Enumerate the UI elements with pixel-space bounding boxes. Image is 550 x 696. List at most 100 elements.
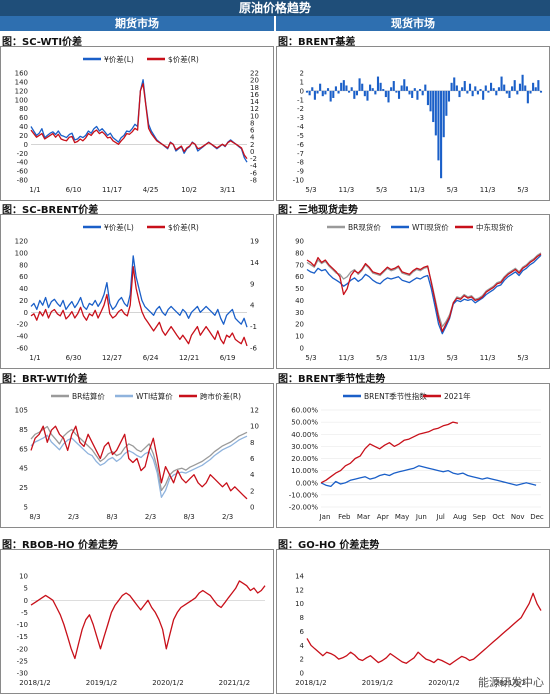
y-tick-label: -2 [297,105,304,113]
data-bar [371,88,374,91]
y-tick-label: 65 [19,445,28,453]
data-bar [408,90,411,95]
y2-tick-label: 19 [250,238,259,246]
legend-label: BRENT季节性指数 [364,391,427,401]
x-tick-label: 2020/1/2 [152,679,183,687]
data-bar [524,85,527,91]
series-line [30,79,248,163]
data-bar [497,87,500,91]
y-tick-label: 30 [295,309,304,317]
legend-label: $价差(R) [168,222,199,232]
y-tick-label: 70 [295,261,304,269]
y-tick-label: -25 [17,657,28,665]
y2-tick-label: 12 [250,105,259,113]
data-bar [403,79,406,91]
chart-svg: 210-1-2-3-4-5-6-7-8-9-105/3 11/3 5/3 11/3 5/… [293,70,543,194]
data-bar [426,90,429,106]
data-bar [429,90,432,112]
chart-frame: BR结算价 WTI结算价 跨市价差(R) 105 85 65 45 25 5 12 10 8 6 4 2 0 8… [0,383,274,528]
data-bar [447,90,451,102]
series-line [30,266,248,347]
series-line [320,421,459,484]
x-tick-label: 2021/1/2 [219,679,250,687]
y-tick-label: 10 [295,600,304,608]
chart-panel-sc-wti: 图：SC-WTI价差 ¥价差(L) $价差(R) 160 140 120 100 80 60 4… [0,33,274,201]
y-tick-label: 5 [24,585,28,593]
y2-tick-label: -8 [250,177,257,185]
series-line [306,252,542,328]
y-tick-label: 1 [300,78,304,86]
y-tick-label: 105 [15,407,28,415]
data-bar [432,90,435,123]
data-bar [387,90,390,103]
data-bar [476,90,479,95]
chart-frame: 14 12 10 8 6 4 2 0 2018/1/2 2019/1/2 2020/1/2 2021/… [276,549,550,694]
data-bar [384,90,387,98]
data-bar [482,90,485,100]
data-bar [308,90,311,96]
y2-tick-label: 6 [250,455,255,463]
chart-panel-brt-wti: 图：BRT-WTI价差 BR结算价 WTI结算价 跨市价差(R) 105 85 65 45 2… [0,370,274,528]
series-line [30,580,266,660]
series-line [30,434,248,498]
x-tick-label: 12/21 [179,354,199,362]
data-bar [363,90,366,97]
y-tick-label: 0.00% [296,479,319,487]
data-bar [539,90,543,93]
y-tick-label: -80 [17,177,28,185]
x-tick-label: 5/3 [305,354,316,362]
data-bar [442,90,445,138]
x-tick-label: 10/2 [181,186,197,194]
data-bar [392,81,395,91]
y-tick-label: 60.00% [291,407,318,415]
data-bar [445,90,448,116]
x-tick-label: Apr [377,513,389,521]
chart-panel-three-spot: 图：三地现货走势 BR现货价 WTI现货价 中东现货价 90 80 70 60 50 40 30 2… [276,201,550,369]
y-tick-label: 10 [19,573,28,581]
data-bar [513,80,516,91]
data-bar [332,90,335,98]
chart-panel-brent-basis: 图：BRENT基差 2 1 0 -1 -2 -3 -4 -5 -6 -7 -8 -9 -10 5/3 11/… [276,33,550,201]
data-bar [313,90,316,100]
y2-tick-label: 6 [250,127,255,135]
y-tick-label: 40.00% [291,431,318,439]
y2-tick-label: -6 [250,345,258,353]
data-bar [321,90,324,97]
legend-label: ¥价差(L) [104,54,134,64]
data-bar [337,90,340,94]
y-tick-label: 140 [15,78,28,86]
y-tick-label: 60 [19,273,28,281]
x-tick-label: Jun [415,513,427,521]
chart-svg: BR结算价 WTI结算价 跨市价差(R) 105 85 65 45 25 5 12 10 8 6 4 2 0 8… [15,391,259,521]
y-tick-label: -30 [17,670,28,678]
x-tick-label: 2/3 [68,513,79,521]
x-tick-label: 8/3 [29,513,40,521]
chart-panel-rbob-ho: 图：RBOB-HO 价差走势 10 5 0 -5 -10 -15 -20 -25 -30 2018… [0,536,274,694]
x-tick-label: 11/3 [409,354,425,362]
x-tick-label: 2/3 [145,513,156,521]
x-tick-label: 11/3 [338,354,354,362]
y2-tick-label: 10 [250,423,259,431]
series-line [306,254,542,335]
x-tick-label: 12/27 [102,354,122,362]
y-tick-label: 85 [19,426,28,434]
data-bar [455,85,458,91]
y-tick-label: -40 [17,159,28,167]
chart-title: 图：GO-HO 价差走势 [278,540,380,551]
y-tick-label: 45 [19,465,28,473]
y-tick-label: -5 [297,132,304,140]
y2-tick-label: 12 [250,407,259,415]
x-tick-label: 2019/1/2 [86,679,117,687]
y2-tick-label: 4 [250,302,255,310]
y-tick-label: 50 [295,285,304,293]
data-bar [440,90,443,179]
x-tick-label: 1/1 [29,186,40,194]
x-tick-label: 3/11 [220,186,236,194]
data-bar [413,88,416,91]
y-tick-label: 40 [19,123,28,131]
x-tick-label: 6/24 [143,354,159,362]
data-bar [369,84,372,91]
x-tick-label: 8/3 [106,513,117,521]
x-tick-label: Feb [338,513,351,521]
y-tick-label: 5 [24,504,28,512]
